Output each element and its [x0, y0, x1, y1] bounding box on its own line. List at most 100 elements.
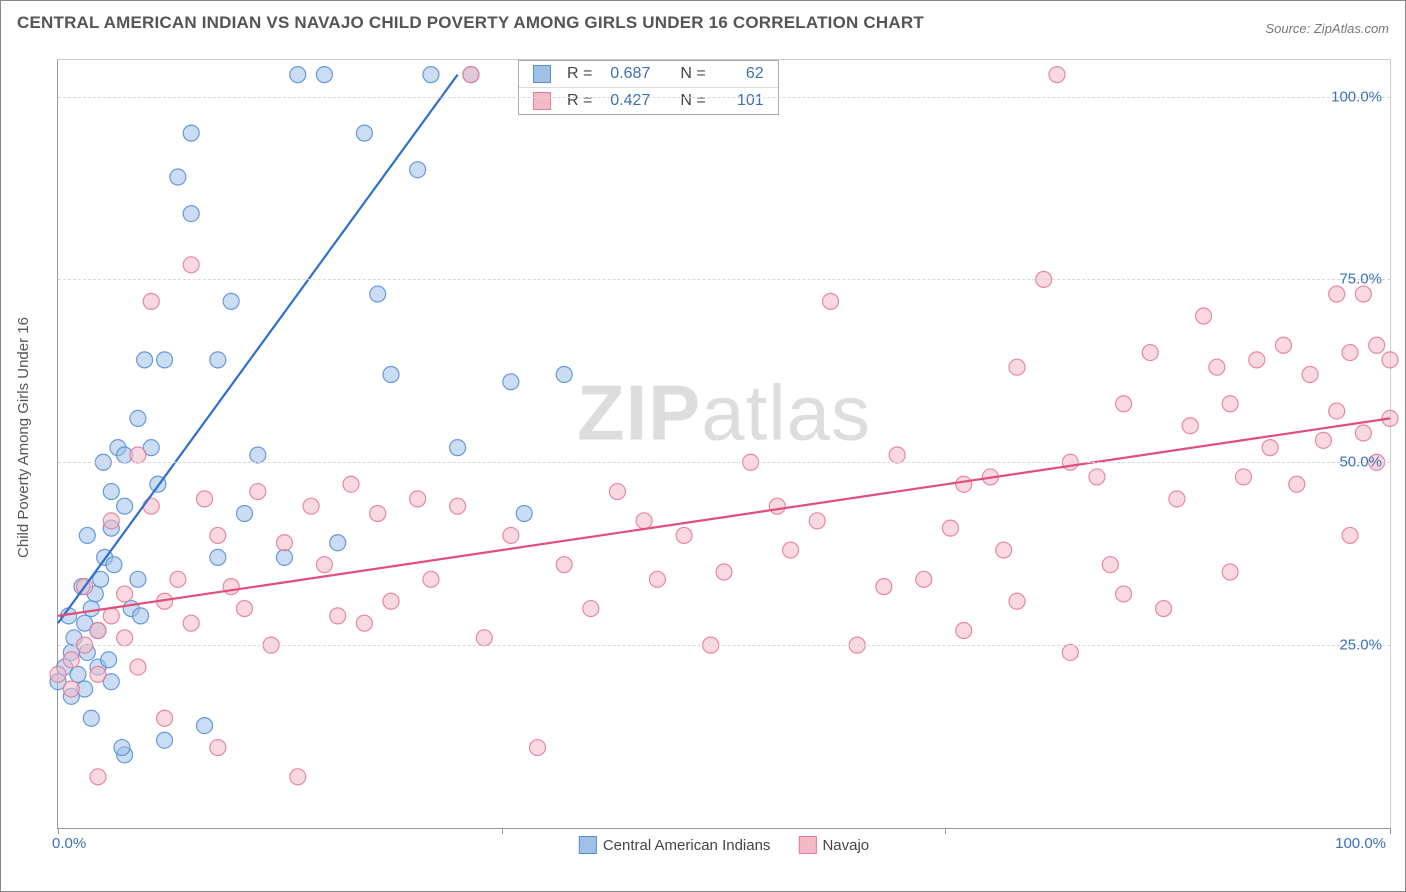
- scatter-point: [290, 67, 306, 83]
- chart-container: CENTRAL AMERICAN INDIAN VS NAVAJO CHILD …: [0, 0, 1406, 892]
- scatter-point: [1262, 440, 1278, 456]
- r-label: R =: [567, 92, 592, 110]
- scatter-point: [290, 769, 306, 785]
- series-swatch: [533, 65, 551, 83]
- scatter-point: [183, 257, 199, 273]
- r-value: 0.687: [602, 65, 650, 83]
- scatter-point: [356, 125, 372, 141]
- scatter-point: [90, 769, 106, 785]
- x-tick-mark: [58, 828, 59, 834]
- scatter-point: [183, 206, 199, 222]
- scatter-point: [676, 527, 692, 543]
- scatter-point: [1329, 286, 1345, 302]
- scatter-point: [1342, 527, 1358, 543]
- scatter-point: [1049, 67, 1065, 83]
- scatter-point: [530, 740, 546, 756]
- scatter-point: [476, 630, 492, 646]
- x-tick-mark: [502, 828, 503, 834]
- plot-svg: [58, 60, 1390, 828]
- scatter-point: [316, 557, 332, 573]
- scatter-point: [103, 608, 119, 624]
- r-label: R =: [567, 65, 592, 83]
- scatter-point: [63, 652, 79, 668]
- x-axis-max-label: 100.0%: [1335, 835, 1386, 852]
- scatter-point: [1062, 644, 1078, 660]
- scatter-point: [276, 535, 292, 551]
- r-value: 0.427: [602, 92, 650, 110]
- legend-label: Navajo: [822, 837, 869, 854]
- scatter-point: [103, 513, 119, 529]
- scatter-point: [103, 484, 119, 500]
- gridline: [58, 462, 1390, 463]
- scatter-point: [383, 593, 399, 609]
- scatter-point: [303, 498, 319, 514]
- y-axis-label: Child Poverty Among Girls Under 16: [15, 197, 32, 438]
- scatter-point: [1249, 352, 1265, 368]
- gridline: [58, 279, 1390, 280]
- y-tick-label: 100.0%: [1331, 88, 1382, 105]
- scatter-point: [117, 586, 133, 602]
- scatter-point: [410, 162, 426, 178]
- y-tick-label: 25.0%: [1339, 637, 1382, 654]
- scatter-point: [183, 125, 199, 141]
- scatter-point: [90, 666, 106, 682]
- scatter-point: [250, 447, 266, 463]
- series-swatch: [579, 836, 597, 854]
- plot-area: ZIPatlas R =0.687N =62R =0.427N =101 Cen…: [57, 59, 1391, 829]
- scatter-point: [210, 740, 226, 756]
- scatter-point: [556, 557, 572, 573]
- scatter-point: [423, 571, 439, 587]
- scatter-point: [236, 505, 252, 521]
- scatter-point: [583, 601, 599, 617]
- gridline: [58, 645, 1390, 646]
- scatter-point: [1315, 432, 1331, 448]
- scatter-point: [157, 352, 173, 368]
- scatter-point: [383, 367, 399, 383]
- scatter-point: [1329, 403, 1345, 419]
- scatter-point: [236, 601, 252, 617]
- scatter-point: [1302, 367, 1318, 383]
- series-swatch: [798, 836, 816, 854]
- scatter-point: [63, 681, 79, 697]
- scatter-point: [516, 505, 532, 521]
- scatter-point: [210, 549, 226, 565]
- scatter-point: [556, 367, 572, 383]
- scatter-point: [117, 498, 133, 514]
- scatter-point: [1009, 593, 1025, 609]
- scatter-point: [130, 447, 146, 463]
- scatter-point: [117, 630, 133, 646]
- series-swatch: [533, 92, 551, 110]
- legend-item: Central American Indians: [579, 836, 771, 854]
- scatter-point: [1196, 308, 1212, 324]
- scatter-point: [130, 659, 146, 675]
- scatter-point: [716, 564, 732, 580]
- n-value: 101: [716, 92, 764, 110]
- scatter-point: [79, 527, 95, 543]
- scatter-point: [50, 666, 66, 682]
- scatter-point: [503, 374, 519, 390]
- scatter-point: [130, 571, 146, 587]
- scatter-point: [410, 491, 426, 507]
- scatter-point: [956, 476, 972, 492]
- n-label: N =: [680, 92, 705, 110]
- scatter-point: [1102, 557, 1118, 573]
- trend-line: [58, 75, 458, 624]
- scatter-point: [1182, 418, 1198, 434]
- scatter-point: [133, 608, 149, 624]
- scatter-point: [889, 447, 905, 463]
- scatter-point: [250, 484, 266, 500]
- scatter-point: [143, 293, 159, 309]
- stats-box: R =0.687N =62R =0.427N =101: [518, 60, 779, 115]
- legend-label: Central American Indians: [603, 837, 771, 854]
- scatter-point: [1222, 564, 1238, 580]
- scatter-point: [143, 498, 159, 514]
- scatter-point: [90, 623, 106, 639]
- y-tick-label: 75.0%: [1339, 271, 1382, 288]
- scatter-point: [1116, 586, 1132, 602]
- scatter-point: [1222, 396, 1238, 412]
- y-tick-label: 50.0%: [1339, 454, 1382, 471]
- scatter-point: [1342, 345, 1358, 361]
- scatter-point: [649, 571, 665, 587]
- scatter-point: [1142, 345, 1158, 361]
- scatter-point: [942, 520, 958, 536]
